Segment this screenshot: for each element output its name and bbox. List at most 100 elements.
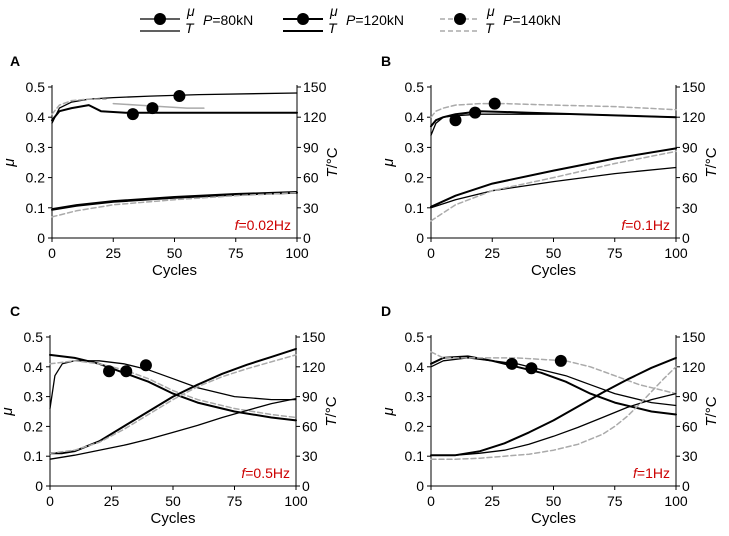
right-axis-label-symbol: T (703, 167, 720, 178)
panel-letter: B (381, 53, 391, 69)
right-tick-label: 90 (682, 389, 698, 405)
x-tick-label: 50 (546, 493, 562, 509)
left-tick-label: 0.1 (405, 200, 425, 216)
right-tick-label: 60 (302, 418, 318, 434)
right-tick-label: 150 (303, 79, 327, 95)
x-axis-label: Cycles (531, 262, 576, 279)
marker-point (103, 365, 116, 378)
x-axis-label: Cycles (531, 510, 576, 527)
legend-mu-marker (154, 13, 166, 25)
series-line (430, 150, 677, 222)
legend-entry-1: μT P=80kN (140, 3, 253, 36)
left-tick-label: 0.3 (405, 139, 425, 155)
right-tick-label: 0 (302, 478, 310, 494)
x-axis-label: Cycles (150, 510, 195, 527)
right-axis-label-unit: /°C (703, 147, 720, 168)
left-tick-label: 0.3 (405, 389, 425, 405)
frequency-symbol: f (621, 217, 627, 233)
right-tick-label: 30 (682, 448, 698, 464)
x-tick-label: 100 (664, 245, 688, 261)
x-tick-label: 75 (227, 493, 243, 509)
x-tick-label: 25 (484, 493, 500, 509)
frequency-value: =0.1Hz (625, 217, 670, 233)
panels: A 0 0.1 0.2 0.3 0.4 0.5 0 30 60 90 120 150 0 25 50 75 100… (0, 53, 720, 527)
right-tick-label: 120 (302, 359, 326, 375)
x-tick-label: 100 (285, 245, 309, 261)
right-tick-label: 90 (682, 139, 698, 155)
marker-point (469, 106, 482, 119)
right-axis-label-symbol: T (323, 416, 340, 427)
left-tick-label: 0.2 (405, 170, 425, 186)
x-tick-label: 50 (165, 493, 181, 509)
series-line (430, 113, 677, 136)
legend-entry-2: μT P=120kN (283, 3, 404, 36)
panel-letter: C (10, 303, 20, 319)
frequency-symbol: f (633, 465, 639, 481)
right-tick-label: 30 (682, 200, 698, 216)
right-axis-label-unit: /°C (324, 147, 341, 168)
x-tick-label: 25 (484, 245, 500, 261)
series-line (430, 357, 677, 407)
left-tick-label: 0.5 (405, 329, 425, 345)
series-line (430, 356, 677, 457)
right-axis-label: T/°C (703, 396, 720, 426)
legend-mu-label: μ (486, 3, 495, 19)
marker-point (173, 90, 186, 103)
x-tick-label: 75 (228, 245, 244, 261)
right-tick-label: 150 (682, 79, 706, 95)
x-tick-label: 0 (427, 245, 435, 261)
left-axis-label: μ (0, 407, 16, 416)
left-axis-label: μ (380, 158, 397, 167)
left-tick-label: 0.5 (26, 79, 46, 95)
left-tick-label: 0.1 (24, 448, 44, 464)
left-tick-label: 0.1 (405, 448, 425, 464)
series-line (51, 92, 298, 124)
legend-mu-marker (454, 13, 466, 25)
series-line (430, 392, 677, 456)
legend-mu-label: μ (186, 3, 195, 19)
right-axis-label-symbol: T (703, 416, 720, 427)
frequency-label: f=1Hz (633, 465, 670, 481)
left-tick-label: 0 (35, 478, 43, 494)
series-line (49, 360, 297, 410)
frequency-value: =1Hz (637, 465, 670, 481)
x-tick-label: 50 (167, 245, 183, 261)
marker-point (488, 97, 501, 110)
series-line (430, 147, 677, 208)
series-line (51, 191, 298, 211)
marker-point (126, 108, 139, 121)
right-axis-label: T/°C (703, 147, 720, 177)
left-tick-label: 0.2 (405, 418, 425, 434)
frequency-value: =0.5Hz (245, 465, 290, 481)
right-tick-label: 120 (303, 109, 327, 125)
right-tick-label: 0 (303, 230, 311, 246)
frequency-label: f=0.1Hz (621, 217, 670, 233)
right-tick-label: 60 (682, 170, 698, 186)
frequency-symbol: f (235, 217, 241, 233)
right-tick-label: 150 (682, 329, 706, 345)
legend-p-symbol: P (203, 12, 213, 28)
legend-t-label: T (328, 20, 338, 36)
right-axis-label-unit: /°C (703, 396, 720, 417)
right-tick-label: 30 (302, 448, 318, 464)
x-tick-label: 25 (105, 245, 121, 261)
frequency-label: f=0.5Hz (241, 465, 290, 481)
legend-t-label: T (485, 20, 495, 36)
left-axis-label: μ (1, 158, 18, 167)
legend-p-value: =120kN (355, 12, 404, 28)
right-axis-label-unit: /°C (323, 396, 340, 417)
series-line (49, 353, 297, 422)
marker-point (525, 362, 538, 375)
x-tick-label: 0 (427, 493, 435, 509)
left-tick-label: 0.4 (26, 109, 46, 125)
marker-point (449, 114, 462, 127)
right-axis-label: T/°C (323, 396, 340, 426)
right-axis-label: T/°C (324, 147, 341, 177)
left-tick-label: 0.4 (405, 109, 425, 125)
series-line (49, 397, 297, 460)
right-axis-label-symbol: T (324, 167, 341, 178)
panel-d: D 0 0.1 0.2 0.3 0.4 0.5 0 30 60 90 120 150 0 25 50 75 100… (380, 303, 720, 527)
series-line (430, 102, 677, 118)
x-tick-label: 50 (546, 245, 562, 261)
